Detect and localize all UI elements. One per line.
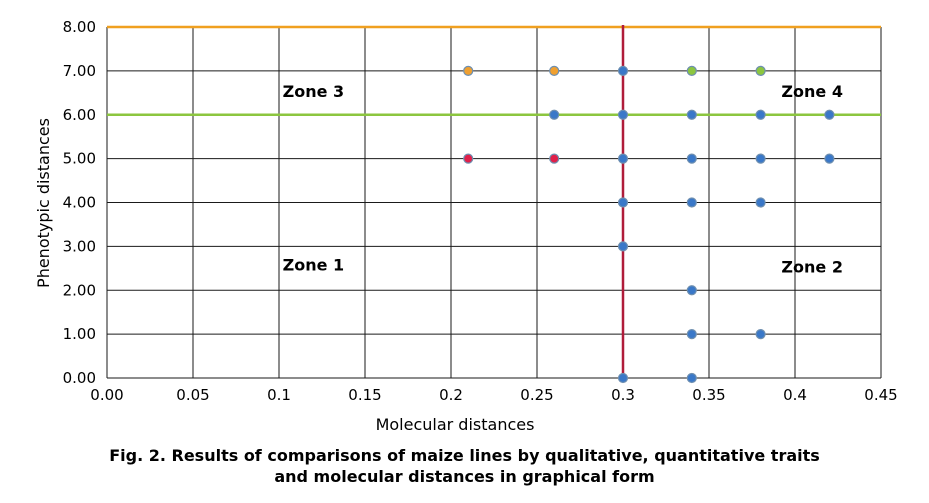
figure-caption-line-1: Fig. 2. Results of comparisons of maize …	[109, 446, 820, 465]
y-axis-title: Phenotypic distances	[34, 118, 53, 288]
data-point	[463, 65, 474, 76]
y-tick-label: 0.00	[63, 369, 96, 387]
x-axis-title: Molecular distances	[376, 415, 535, 434]
y-tick-label: 6.00	[63, 106, 96, 124]
data-point	[755, 109, 766, 120]
zone-label: Zone 1	[283, 256, 345, 275]
data-point	[617, 153, 629, 164]
data-point	[549, 65, 560, 76]
x-tick-label: 0.4	[783, 386, 807, 404]
data-point	[755, 153, 766, 164]
x-tick-label: 0.3	[611, 386, 635, 404]
data-points	[463, 65, 835, 384]
zone-label: Zone 4	[781, 82, 843, 101]
data-point	[686, 372, 697, 384]
x-tick-label: 0.35	[692, 386, 725, 404]
data-point	[617, 109, 629, 120]
y-axis-ticks: 0.00 1.00 2.00 3.00 4.00 5.00 6.00 7.00 8.00	[63, 18, 96, 387]
y-tick-label: 4.00	[63, 194, 96, 212]
zone-label: Zone 2	[781, 258, 843, 277]
data-point	[755, 197, 766, 208]
y-tick-label: 2.00	[63, 281, 96, 299]
data-point	[755, 65, 766, 76]
x-tick-label: 0.2	[439, 386, 463, 404]
data-point	[617, 65, 629, 76]
data-point	[549, 153, 560, 164]
data-point	[617, 197, 629, 208]
data-point	[686, 153, 697, 164]
data-point	[463, 153, 474, 164]
data-point	[617, 372, 629, 384]
x-tick-label: 0.00	[90, 386, 123, 404]
zone-labels: Zone 1 Zone 2 Zone 3 Zone 4	[283, 82, 843, 277]
data-point	[686, 329, 697, 340]
data-point	[824, 109, 835, 120]
data-point	[686, 65, 697, 76]
data-point	[686, 197, 697, 208]
x-tick-label: 0.45	[864, 386, 897, 404]
x-tick-label: 0.25	[520, 386, 553, 404]
data-point	[549, 109, 560, 120]
data-point	[617, 241, 629, 252]
y-tick-label: 1.00	[63, 325, 96, 343]
y-tick-label: 5.00	[63, 150, 96, 168]
y-tick-label: 8.00	[63, 18, 96, 36]
scatter-chart: 0.00 0.05 0.1 0.15 0.2 0.25 0.3 0.35 0.4 0.45 0.0…	[34, 18, 898, 434]
data-point	[755, 329, 766, 340]
figure-caption-line-2: and molecular distances in graphical for…	[274, 467, 655, 486]
x-tick-label: 0.15	[348, 386, 381, 404]
y-tick-label: 3.00	[63, 237, 96, 255]
zone-label: Zone 3	[283, 82, 345, 101]
data-point	[824, 153, 835, 164]
data-point	[686, 109, 697, 120]
x-tick-label: 0.1	[267, 386, 291, 404]
data-point	[686, 285, 697, 296]
x-axis-ticks: 0.00 0.05 0.1 0.15 0.2 0.25 0.3 0.35 0.4 0.45	[90, 386, 897, 404]
y-tick-label: 7.00	[63, 62, 96, 80]
x-tick-label: 0.05	[176, 386, 209, 404]
